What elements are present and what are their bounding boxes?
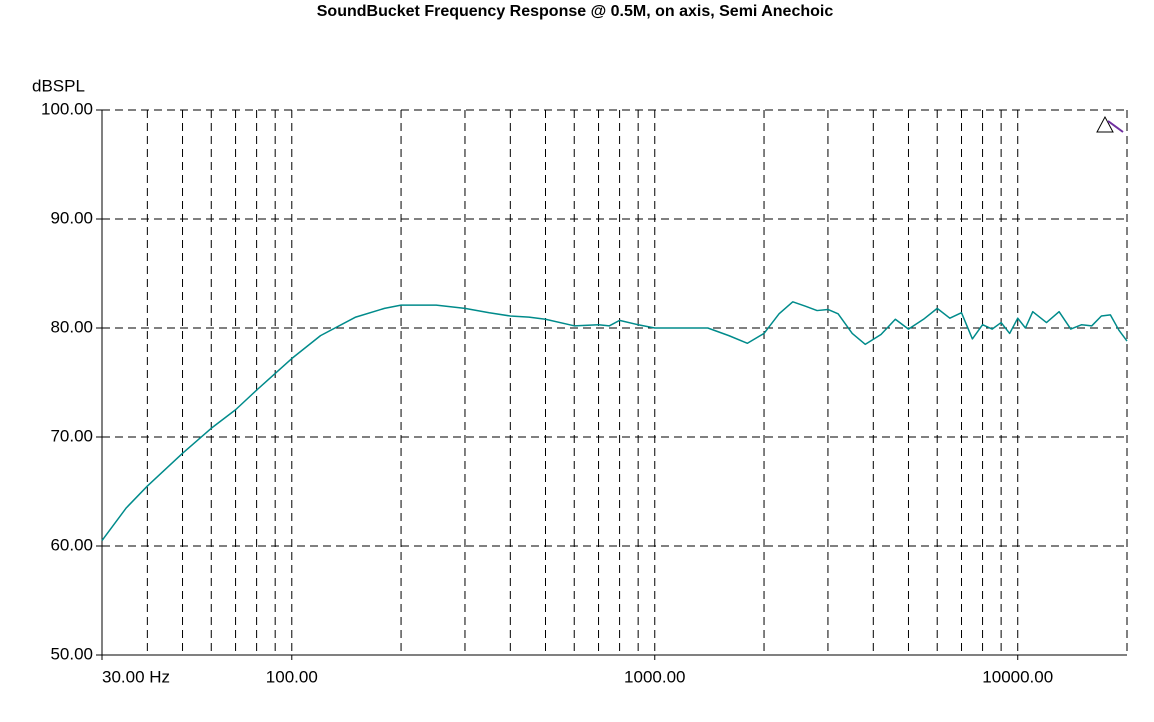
y-tick-label: 100.00 (41, 99, 93, 118)
marker (1096, 115, 1124, 133)
x-tick-label: 1000.00 (624, 667, 685, 686)
y-axis-label: dBSPL (32, 76, 85, 95)
x-tick-label: 100.00 (266, 667, 318, 686)
x-tick-label: 10000.00 (982, 667, 1053, 686)
chart-title: SoundBucket Frequency Response @ 0.5M, o… (317, 3, 834, 20)
y-tick-label: 70.00 (50, 426, 93, 445)
y-tick-label: 50.00 (50, 644, 93, 663)
response-line (101, 301, 1128, 541)
x-tick-label: 30.00 Hz (102, 667, 170, 686)
y-tick-label: 80.00 (50, 317, 93, 336)
y-tick-label: 90.00 (50, 208, 93, 227)
y-tick-label: 60.00 (50, 535, 93, 554)
